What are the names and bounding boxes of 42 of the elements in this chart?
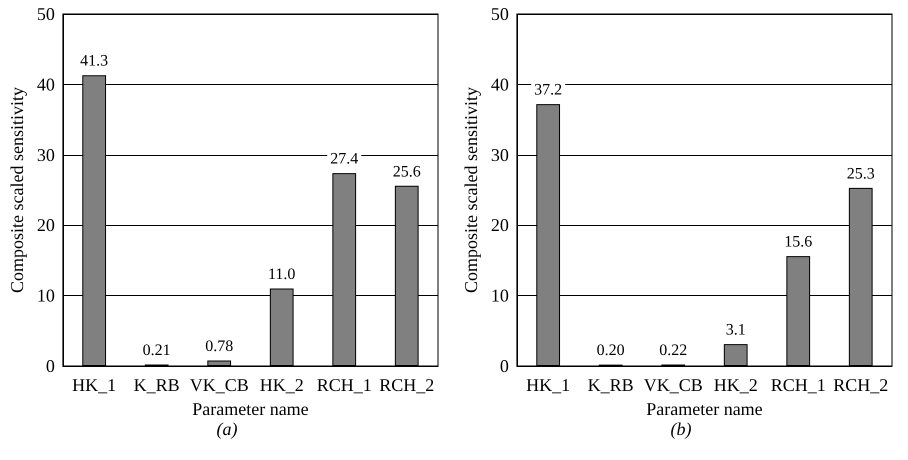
x-tick-label: VK_CB (644, 375, 703, 395)
x-tick-label: VK_CB (190, 375, 249, 395)
data-label: 15.6 (784, 234, 812, 251)
data-label: 0.22 (659, 342, 688, 359)
x-axis-title: Parameter name (646, 399, 763, 419)
x-tick-label: HK_1 (72, 375, 116, 395)
y-tick-label: 40 (490, 74, 509, 94)
data-label: 25.6 (392, 163, 421, 180)
x-tick-label: HK_1 (526, 375, 570, 395)
y-tick-label: 50 (490, 4, 509, 24)
text: (b) (670, 419, 692, 439)
x-axis-title: Parameter name (192, 399, 309, 419)
x-tick-label: RCH_1 (316, 375, 372, 395)
y-tick-label: 40 (36, 74, 55, 94)
y-tick-label: 30 (490, 144, 509, 165)
data-label: 41.3 (80, 52, 108, 70)
y-axis-title: Composite scaled sensitivity (7, 87, 27, 293)
text: (a) (216, 419, 238, 439)
data-label: 3.1 (726, 322, 746, 339)
y-tick-label: 30 (36, 144, 55, 165)
y-tick-label: 20 (36, 215, 55, 236)
x-tick-label: HK_2 (714, 375, 758, 395)
data-label: 0.20 (596, 342, 625, 360)
y-tick-label: 50 (36, 4, 55, 24)
data-label: 25.3 (846, 165, 875, 182)
y-tick-label: 0 (46, 356, 55, 376)
x-tick-label: HK_2 (260, 375, 304, 395)
y-tick-label: 20 (490, 215, 509, 236)
y-tick-label: 10 (490, 286, 509, 306)
y-tick-label: 10 (36, 286, 55, 306)
y-tick-label: 0 (500, 356, 509, 376)
data-label: 27.4 (330, 150, 358, 168)
data-label: 0.78 (205, 338, 234, 356)
data-label: 0.21 (142, 342, 171, 360)
x-tick-label: RCH_2 (833, 375, 888, 395)
x-tick-label: K_RB (588, 375, 634, 395)
x-tick-label: RCH_2 (379, 375, 434, 395)
x-tick-label: RCH_1 (770, 375, 826, 395)
y-axis-title: Composite scaled sensitivity (461, 87, 481, 293)
data-label: 37.2 (534, 82, 562, 99)
x-tick-label: K_RB (134, 375, 180, 395)
data-label: 11.0 (268, 266, 296, 284)
